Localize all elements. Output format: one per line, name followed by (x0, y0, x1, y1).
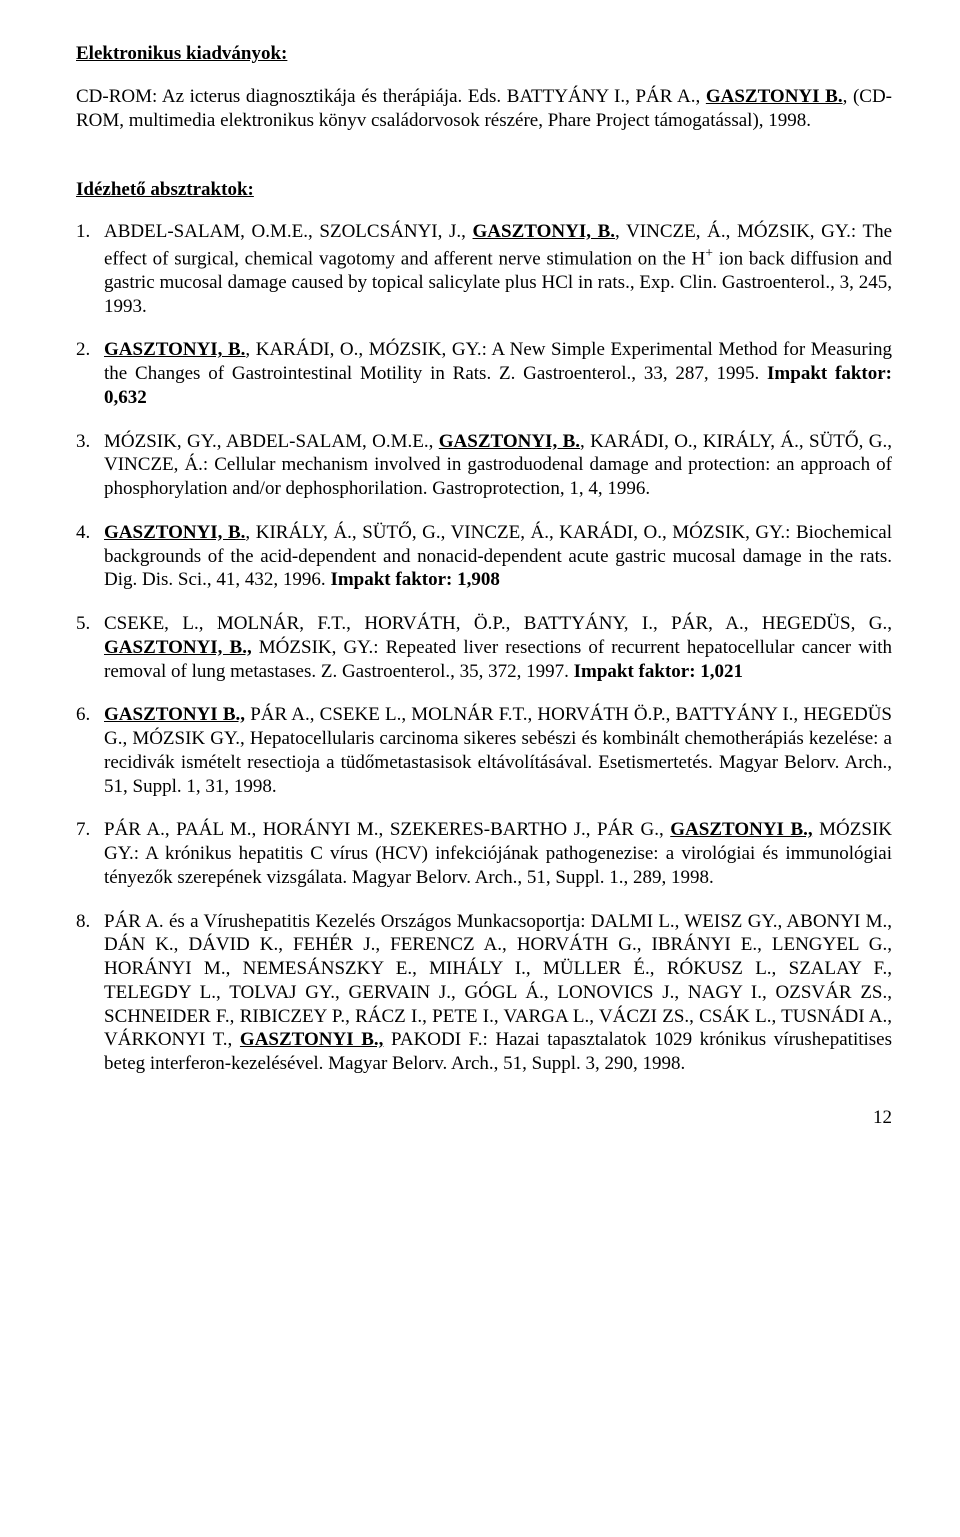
ref-text: CSEKE, L., MOLNÁR, F.T., HORVÁTH, Ö.P., … (104, 613, 892, 634)
intro-text-1: CD-ROM: Az icterus diagnosztikája és the… (76, 86, 706, 107)
reference-item: PÁR A. és a Vírushepatitis Kezelés Orszá… (76, 910, 892, 1076)
reference-list: ABDEL-SALAM, O.M.E., SZOLCSÁNYI, J., GAS… (76, 220, 892, 1076)
ref-author-highlight: GASZTONYI, B., (104, 637, 252, 658)
reference-item: GASZTONYI B., PÁR A., CSEKE L., MOLNÁR F… (76, 703, 892, 798)
reference-item: PÁR A., PAÁL M., HORÁNYI M., SZEKERES-BA… (76, 818, 892, 889)
ref-author-highlight: GASZTONYI, B. (473, 221, 616, 242)
reference-item: GASZTONYI, B., KARÁDI, O., MÓZSIK, GY.: … (76, 338, 892, 409)
ref-author-highlight: GASZTONYI, B. (439, 431, 580, 452)
ref-author-highlight: GASZTONYI B., (240, 1029, 383, 1050)
ref-text: PÁR A., PAÁL M., HORÁNYI M., SZEKERES-BA… (104, 819, 670, 840)
reference-item: GASZTONYI, B., KIRÁLY, Á., SÜTŐ, G., VIN… (76, 521, 892, 592)
ref-author-highlight: GASZTONYI, B. (104, 522, 245, 543)
reference-item: CSEKE, L., MOLNÁR, F.T., HORVÁTH, Ö.P., … (76, 612, 892, 683)
abstracts-heading: Idézhető absztraktok: (76, 178, 892, 202)
superscript: + (705, 245, 713, 260)
ref-text: ABDEL-SALAM, O.M.E., SZOLCSÁNYI, J., (104, 221, 473, 242)
reference-item: MÓZSIK, GY., ABDEL-SALAM, O.M.E., GASZTO… (76, 430, 892, 501)
publications-heading: Elektronikus kiadványok: (76, 42, 892, 66)
page-number: 12 (76, 1106, 892, 1130)
ref-author-highlight: GASZTONYI, B. (104, 339, 245, 360)
ref-author-highlight: GASZTONYI B., (670, 819, 812, 840)
intro-author-highlight: GASZTONYI B. (706, 86, 843, 107)
ref-text: MÓZSIK, GY., ABDEL-SALAM, O.M.E., (104, 431, 439, 452)
impact-factor: Impakt faktor: 1,021 (574, 661, 743, 682)
reference-item: ABDEL-SALAM, O.M.E., SZOLCSÁNYI, J., GAS… (76, 220, 892, 318)
intro-paragraph: CD-ROM: Az icterus diagnosztikája és the… (76, 85, 892, 133)
impact-factor: Impakt faktor: 1,908 (330, 569, 499, 590)
ref-author-highlight: GASZTONYI B., (104, 704, 245, 725)
